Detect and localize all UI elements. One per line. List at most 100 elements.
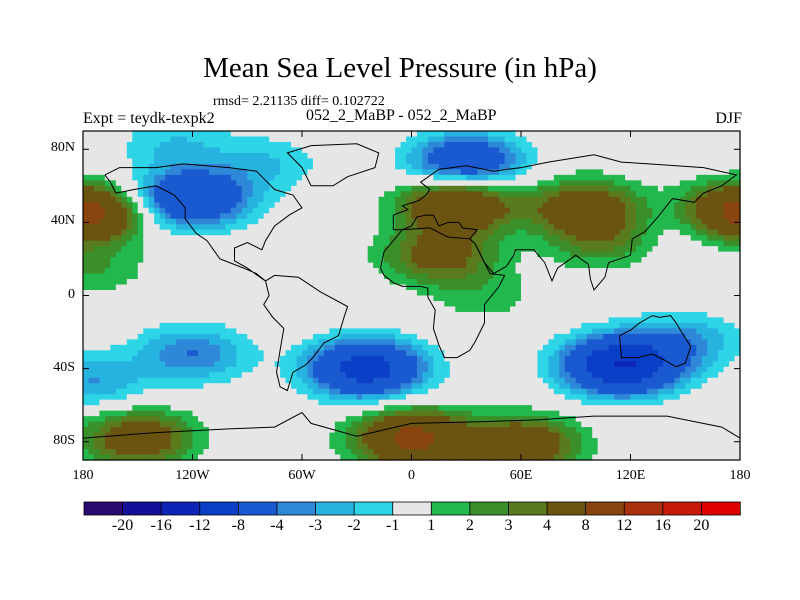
field-cell	[685, 317, 692, 324]
field-cell	[219, 196, 226, 203]
field-cell	[181, 279, 188, 286]
field-cell	[455, 147, 462, 154]
field-cell	[269, 339, 276, 346]
field-cell	[646, 295, 653, 302]
field-cell	[504, 218, 511, 225]
field-cell	[247, 300, 254, 308]
field-cell	[625, 147, 632, 154]
field-cell	[701, 131, 708, 138]
field-cell	[274, 300, 281, 308]
field-cell	[537, 268, 544, 275]
field-cell	[411, 229, 418, 236]
field-cell	[625, 180, 632, 187]
field-cell	[187, 284, 194, 291]
field-cell	[493, 136, 500, 143]
field-cell	[121, 246, 128, 253]
field-cell	[592, 339, 599, 346]
field-cell	[400, 279, 407, 286]
field-cell	[367, 185, 374, 192]
field-cell	[143, 136, 150, 143]
field-cell	[143, 306, 150, 313]
field-cell	[438, 251, 445, 258]
field-cell	[564, 268, 571, 275]
field-cell	[438, 333, 445, 340]
field-cell	[427, 152, 434, 160]
field-cell	[269, 191, 276, 198]
field-cell	[236, 218, 243, 225]
field-cell	[696, 268, 703, 275]
field-cell	[652, 273, 659, 280]
field-cell	[93, 257, 101, 264]
field-cell	[214, 235, 221, 242]
field-cell	[236, 339, 243, 346]
field-cell	[477, 174, 484, 181]
field-cell	[521, 229, 528, 236]
field-cell	[438, 207, 445, 214]
field-cell	[302, 218, 309, 225]
field-cell	[531, 311, 539, 319]
field-cell	[690, 185, 697, 192]
field-cell	[531, 306, 539, 313]
field-cell	[219, 240, 226, 247]
field-cell	[373, 311, 380, 319]
field-cell	[592, 158, 599, 165]
field-cell	[586, 328, 593, 335]
field-cell	[499, 279, 506, 286]
field-cell	[197, 131, 205, 138]
field-cell	[274, 191, 281, 198]
field-cell	[701, 180, 708, 187]
field-cell	[170, 339, 177, 346]
field-cell	[608, 251, 615, 258]
field-cell	[312, 333, 320, 340]
field-cell	[269, 202, 276, 209]
field-cell	[553, 251, 560, 258]
field-cell	[729, 279, 736, 286]
field-cell	[274, 339, 281, 346]
field-cell	[526, 268, 533, 275]
field-cell	[603, 306, 610, 313]
field-cell	[526, 174, 533, 181]
field-cell	[466, 163, 473, 170]
field-cell	[126, 141, 133, 149]
field-cell	[564, 235, 571, 242]
field-cell	[104, 246, 111, 253]
field-cell	[515, 163, 522, 170]
field-cell	[531, 268, 539, 275]
field-cell	[230, 185, 237, 192]
field-cell	[679, 279, 686, 286]
field-cell	[696, 147, 703, 154]
field-cell	[115, 350, 122, 357]
field-cell	[411, 333, 418, 340]
field-cell	[302, 207, 309, 214]
field-cell	[575, 229, 582, 236]
field-cell	[378, 191, 385, 198]
field-cell	[499, 290, 506, 297]
field-cell	[510, 290, 517, 297]
field-cell	[444, 284, 451, 291]
field-cell	[367, 350, 374, 357]
field-cell	[625, 152, 632, 160]
field-cell	[619, 191, 626, 198]
field-cell	[559, 147, 566, 154]
field-cell	[438, 306, 445, 313]
field-cell	[208, 218, 215, 225]
field-cell	[214, 191, 221, 198]
field-cell	[663, 136, 670, 143]
field-cell	[723, 158, 730, 165]
field-cell	[323, 328, 330, 335]
field-cell	[340, 344, 347, 351]
field-cell	[504, 235, 511, 242]
field-cell	[444, 273, 451, 280]
field-cell	[471, 273, 478, 280]
field-cell	[269, 235, 276, 242]
field-cell	[307, 235, 314, 242]
field-cell	[137, 141, 144, 149]
field-cell	[723, 290, 730, 297]
field-cell	[230, 300, 237, 308]
field-cell	[181, 229, 188, 236]
field-cell	[356, 224, 363, 231]
field-cell	[323, 213, 330, 220]
field-cell	[384, 152, 391, 160]
field-cell	[696, 131, 703, 138]
field-cell	[608, 322, 615, 329]
